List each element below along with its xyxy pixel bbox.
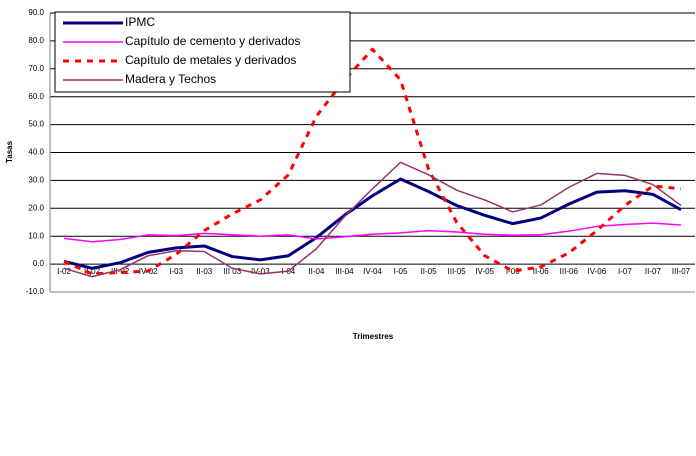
x-tick-label: I-03 <box>169 267 183 276</box>
x-tick-label: II-06 <box>533 267 550 276</box>
x-tick-label: II-04 <box>308 267 325 276</box>
y-tick-label: 20.0 <box>28 203 44 212</box>
x-tick-label: II-07 <box>645 267 662 276</box>
x-tick-label: IV-05 <box>475 267 494 276</box>
x-tick-label: II-05 <box>421 267 438 276</box>
x-tick-label: III-07 <box>672 267 691 276</box>
x-tick-label: IV-06 <box>588 267 607 276</box>
x-tick-label: III 03 <box>223 267 241 276</box>
x-tick-label: III-05 <box>448 267 467 276</box>
legend-box <box>54 11 351 93</box>
legend-label: Capítulo de cemento y derivados <box>125 34 300 48</box>
y-tick-label: 60.0 <box>28 92 44 101</box>
series-line <box>63 47 682 276</box>
x-tick-label: III-02 <box>111 267 130 276</box>
x-tick-label: I-05 <box>394 267 408 276</box>
y-tick-label: 50.0 <box>28 120 44 129</box>
y-tick-label: -10.0 <box>26 287 45 296</box>
x-tick-label: IV-03 <box>251 267 270 276</box>
x-tick-label: III-04 <box>335 267 354 276</box>
x-tick-label: II-03 <box>196 267 213 276</box>
x-tick-label: III-06 <box>560 267 579 276</box>
y-tick-label: 80.0 <box>28 36 44 45</box>
x-tick-label: II-02 <box>84 267 101 276</box>
legend: IPMC Capítulo de cemento y derivados Capít… <box>54 11 351 93</box>
series-line <box>63 177 682 270</box>
x-tick-label: IV-04 <box>363 267 382 276</box>
legend-label: IPMC <box>125 15 155 29</box>
series-line <box>63 222 682 243</box>
y-axis-title: Tasas <box>5 140 14 163</box>
x-tick-label: I-07 <box>618 267 632 276</box>
y-tick-label: 90.0 <box>28 8 44 17</box>
y-tick-label: 30.0 <box>28 176 44 185</box>
y-tick-label: 70.0 <box>28 64 44 73</box>
legend-label: Madera y Techos <box>125 72 216 86</box>
series-line <box>63 161 682 278</box>
y-tick-label: 0.0 <box>33 259 45 268</box>
y-tick-label: 40.0 <box>28 148 44 157</box>
x-axis-title: Trimestres <box>353 332 394 341</box>
x-tick-label: I-06 <box>506 267 520 276</box>
legend-label: Capítulo de metales y derivados <box>125 53 296 67</box>
x-tick-label: I-02 <box>57 267 71 276</box>
y-tick-label: 10.0 <box>28 231 44 240</box>
